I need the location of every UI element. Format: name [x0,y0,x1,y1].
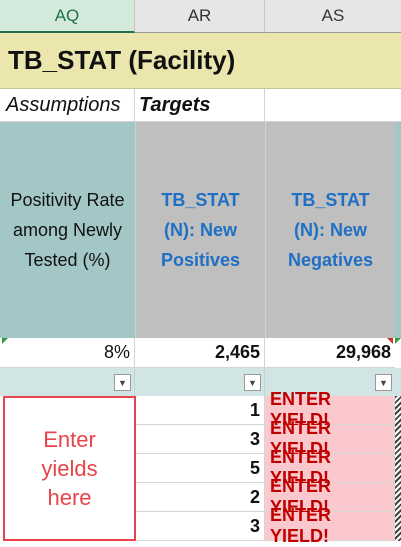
enter-yields-annotation: Enter yields here [3,396,136,541]
new-negatives-value[interactable]: 29,968 [265,338,395,368]
column-header-as[interactable]: AS [265,0,401,33]
positives-count-cell[interactable]: 2 [135,483,265,512]
column-header-aq[interactable]: AQ [0,0,135,33]
positives-count-cell[interactable]: 3 [135,425,265,454]
enter-yield-cell[interactable]: ENTER YIELD! [265,505,395,546]
dropdown-arrow-icon: ▼ [379,377,388,388]
new-positives-header[interactable]: TB_STAT (N): New Positives [135,122,265,338]
positivity-rate-value[interactable]: 8% [0,338,135,368]
new-negatives-header[interactable]: TB_STAT (N): New Negatives [265,122,395,338]
empty-cell-as3[interactable] [265,89,401,122]
comment-indicator-icon [395,338,401,344]
next-column-edge [395,122,401,338]
enter-yield-cell[interactable]: ENTER YIELD! [265,418,395,459]
column-header-ar[interactable]: AR [135,0,265,33]
positives-count-cell[interactable]: 3 [135,512,265,541]
targets-cell[interactable]: Targets [135,89,265,122]
positives-count-cell[interactable]: 5 [135,454,265,483]
dropdown-arrow-icon: ▼ [118,377,127,388]
positivity-rate-header[interactable]: Positivity Rate among Newly Tested (%) [0,122,135,338]
filter-cell-ar: ▼ [135,368,265,396]
enter-yield-cell[interactable]: ENTER YIELD! [265,447,395,488]
filter-dropdown-button[interactable]: ▼ [114,374,131,391]
dropdown-arrow-icon: ▼ [248,377,257,388]
positives-count-cell[interactable]: 1 [135,396,265,425]
comment-indicator-icon [2,338,8,344]
section-title[interactable]: TB_STAT (Facility) [0,33,401,89]
hatched-edge [395,396,401,541]
filter-dropdown-button[interactable]: ▼ [244,374,261,391]
new-positives-value[interactable]: 2,465 [135,338,265,368]
comment-indicator-icon [387,338,393,344]
filter-dropdown-button[interactable]: ▼ [375,374,392,391]
filter-cell-aq: ▼ [0,368,135,396]
filter-cell-as: ▼ [265,368,401,396]
assumptions-cell[interactable]: Assumptions [0,89,135,122]
